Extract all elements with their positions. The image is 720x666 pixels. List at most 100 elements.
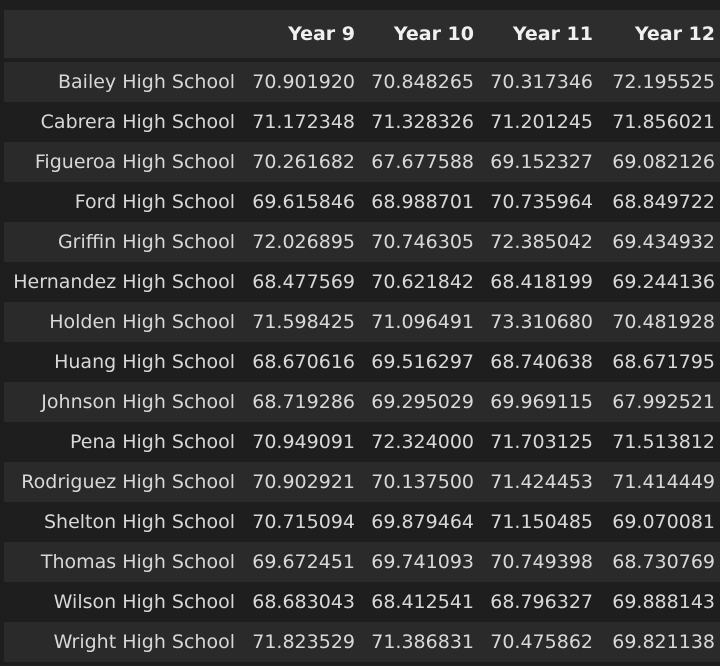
table-cell: 71.598425 [252,311,355,333]
row-index-school-name: Griffin High School [57,231,235,253]
table-cell: 69.434932 [612,231,715,253]
table-cell: 69.152327 [490,151,593,173]
table-cell: 68.796327 [490,591,593,613]
table-cell: 71.424453 [490,471,593,493]
scores-table: Year 9 Year 10 Year 11 Year 12 Bailey Hi… [4,10,720,662]
table-cell: 70.261682 [252,151,355,173]
table-row: Shelton High School 70.715094 69.879464 71.… [4,502,720,542]
table-row: Cabrera High School 71.172348 71.328326 71.… [4,102,720,142]
row-index-school-name: Wright High School [53,631,235,653]
table-cell: 69.295029 [371,391,474,413]
table-cell: 73.310680 [490,311,593,333]
column-header-year-11: Year 11 [479,10,598,59]
table-cell: 68.412541 [371,591,474,613]
table-row: Hernandez High School 68.477569 70.621842 6… [4,262,720,302]
table-row: Wright High School 71.823529 71.386831 70.4… [4,622,720,662]
table-row: Ford High School 69.615846 68.988701 70.735… [4,182,720,222]
table-cell: 70.475862 [490,631,593,653]
table-cell: 72.324000 [371,431,474,453]
column-header-year-10: Year 10 [360,10,479,59]
table-cell: 70.715094 [252,511,355,533]
table-row: Johnson High School 68.719286 69.295029 69.… [4,382,720,422]
row-index-school-name: Rodriguez High School [21,471,235,493]
table-row: Thomas High School 69.672451 69.741093 70.7… [4,542,720,582]
table-cell: 71.823529 [252,631,355,653]
table-cell: 69.821138 [612,631,715,653]
row-index-school-name: Johnson High School [41,391,235,413]
table-cell: 69.070081 [612,511,715,533]
table-cell: 69.741093 [371,551,474,573]
column-header-year-9: Year 9 [240,10,360,59]
table-cell: 69.672451 [252,551,355,573]
table-cell: 69.888143 [612,591,715,613]
dataframe-output: Year 9 Year 10 Year 11 Year 12 Bailey Hi… [4,10,720,662]
table-cell: 68.683043 [252,591,355,613]
table-cell: 68.477569 [252,271,355,293]
table-cell: 71.328326 [371,111,474,133]
table-cell: 70.949091 [252,431,355,453]
table-cell: 69.879464 [371,511,474,533]
table-cell: 70.901920 [252,71,355,93]
row-index-school-name: Ford High School [74,191,235,213]
table-row: Pena High School 70.949091 72.324000 71.703… [4,422,720,462]
table-header: Year 9 Year 10 Year 11 Year 12 [4,10,720,59]
table-cell: 71.172348 [252,111,355,133]
table-row: Holden High School 71.598425 71.096491 73.3… [4,302,720,342]
index-header [4,10,240,59]
row-index-school-name: Figueroa High School [34,151,235,173]
table-row: Huang High School 68.670616 69.516297 68.74… [4,342,720,382]
column-header-year-12: Year 12 [598,10,720,59]
table-cell: 69.615846 [252,191,355,213]
table-cell: 70.317346 [490,71,593,93]
table-cell: 70.137500 [371,471,474,493]
table-cell: 70.481928 [612,311,715,333]
table-cell: 72.385042 [490,231,593,253]
table-cell: 68.671795 [612,351,715,373]
table-body: Bailey High School 70.901920 70.848265 70.3… [4,58,720,662]
table-cell: 68.670616 [252,351,355,373]
table-cell: 70.735964 [490,191,593,213]
table-cell: 68.988701 [371,191,474,213]
table-cell: 72.026895 [252,231,355,253]
table-cell: 68.418199 [490,271,593,293]
row-index-school-name: Cabrera High School [40,111,235,133]
table-cell: 69.244136 [612,271,715,293]
table-cell: 71.856021 [612,111,715,133]
table-row: Wilson High School 68.683043 68.412541 68.7… [4,582,720,622]
row-index-school-name: Bailey High School [58,71,235,93]
row-index-school-name: Holden High School [49,311,235,333]
row-index-school-name: Wilson High School [53,591,235,613]
table-cell: 71.150485 [490,511,593,533]
table-row: Bailey High School 70.901920 70.848265 70.3… [4,62,720,102]
table-cell: 70.848265 [371,71,474,93]
table-cell: 71.201245 [490,111,593,133]
table-cell: 70.749398 [490,551,593,573]
table-cell: 71.096491 [371,311,474,333]
table-cell: 71.703125 [490,431,593,453]
table-cell: 70.902921 [252,471,355,493]
header-row: Year 9 Year 10 Year 11 Year 12 [4,10,720,59]
table-cell: 70.746305 [371,231,474,253]
row-index-school-name: Shelton High School [43,511,235,533]
table-cell: 71.513812 [612,431,715,453]
table-cell: 68.740638 [490,351,593,373]
table-cell: 71.414449 [612,471,715,493]
table-cell: 71.386831 [371,631,474,653]
table-cell: 69.082126 [612,151,715,173]
table-cell: 69.969115 [490,391,593,413]
table-row: Figueroa High School 70.261682 67.677588 69… [4,142,720,182]
table-cell: 68.849722 [612,191,715,213]
table-cell: 68.719286 [252,391,355,413]
row-index-school-name: Huang High School [54,351,235,373]
table-cell: 70.621842 [371,271,474,293]
table-cell: 69.516297 [371,351,474,373]
table-row: Griffin High School 72.026895 70.746305 72.… [4,222,720,262]
table-cell: 72.195525 [612,71,715,93]
header-gap [4,58,720,62]
row-index-school-name: Thomas High School [40,551,235,573]
row-index-school-name: Pena High School [70,431,235,453]
table-row: Rodriguez High School 70.902921 70.137500 7… [4,462,720,502]
table-cell: 67.677588 [371,151,474,173]
table-cell: 67.992521 [612,391,715,413]
row-index-school-name: Hernandez High School [13,271,235,293]
